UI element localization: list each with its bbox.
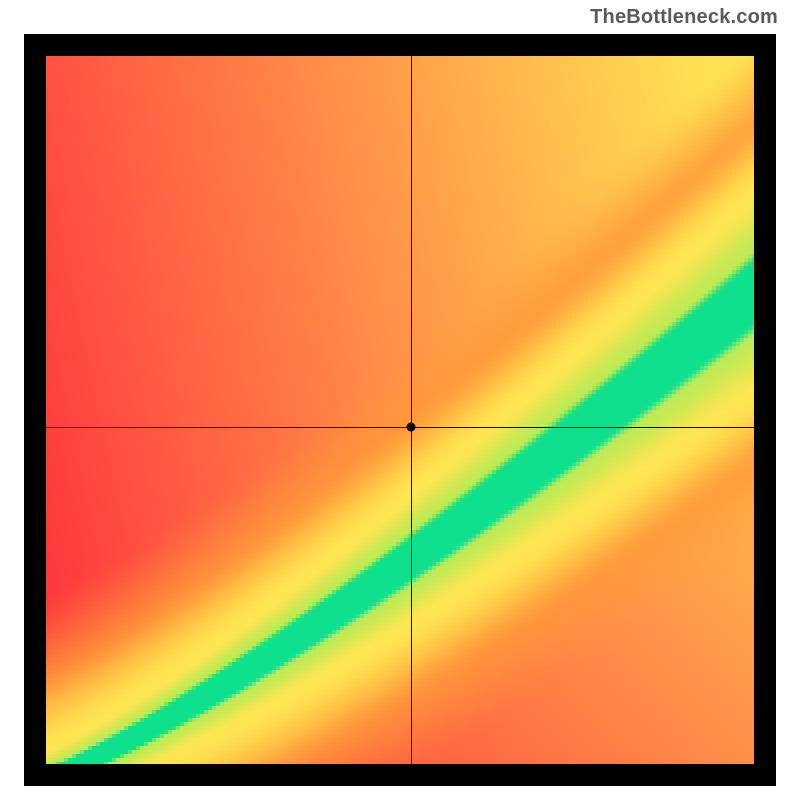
attribution-label: TheBottleneck.com bbox=[590, 6, 778, 29]
heatmap-plot bbox=[24, 34, 776, 786]
heatmap-canvas bbox=[24, 34, 776, 786]
